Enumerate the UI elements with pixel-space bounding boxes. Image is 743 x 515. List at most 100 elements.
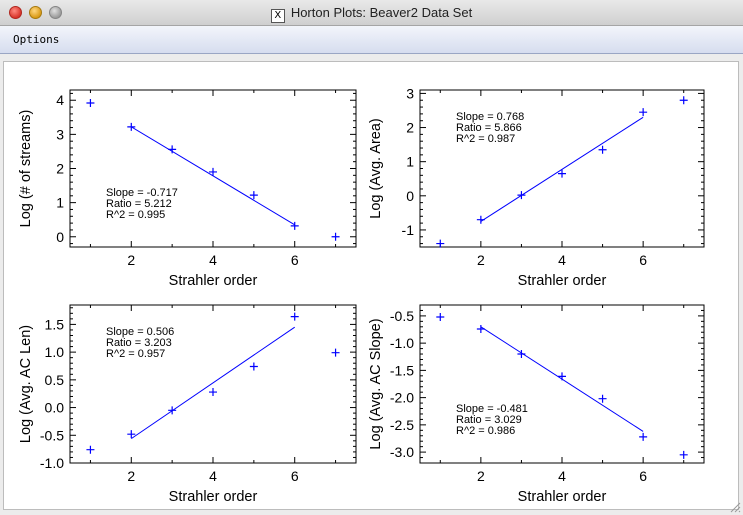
chart4-xlabel: Strahler order <box>518 489 607 505</box>
chart1-stat-line: Ratio = 5.212 <box>106 198 172 210</box>
chart1-ytick-label: 2 <box>56 161 64 177</box>
horton-plots: 2 4 6 0 1 2 3 4 Strahler order Log (# of streams)… <box>18 85 705 505</box>
chart4-panel: 2 4 6 -3.0 -2.5 -2.0 -1.5 -1.0 -0.5 Strahler orde… <box>368 304 705 505</box>
chart4-frame <box>419 304 705 464</box>
chart4-ytick-label: -0.5 <box>390 308 414 324</box>
chart2-point <box>679 96 688 105</box>
chart2-ytick-label: 1 <box>406 154 414 170</box>
chart4-ytick-label: -3.0 <box>390 444 414 460</box>
chart4-point <box>436 312 445 321</box>
chart1-point <box>168 145 177 154</box>
chart2-stat-line: Slope = 0.768 <box>456 111 524 123</box>
chart4-point <box>558 372 566 381</box>
chart2-xlabel: Strahler order <box>518 273 607 289</box>
chart3-ylabel: Log (Avg. AC Len) <box>18 325 34 443</box>
minimize-button[interactable] <box>29 6 42 19</box>
chart2-point <box>598 145 607 154</box>
chart2-ylabel: Log (Avg. Area) <box>368 118 384 219</box>
chart1-xlabel: Strahler order <box>169 273 258 289</box>
title-bar: X Horton Plots: Beaver2 Data Set <box>0 0 743 26</box>
chart2-stat-line: Ratio = 5.866 <box>456 122 522 134</box>
chart3-stat-line: Ratio = 3.203 <box>106 337 172 349</box>
chart3-point <box>249 362 258 371</box>
chart3-point <box>127 430 136 439</box>
chart1-point <box>86 98 95 107</box>
chart2-point <box>476 215 485 224</box>
chart1-xtick-label: 2 <box>127 252 135 268</box>
chart2-ytick-label: 3 <box>406 85 414 101</box>
chart2-xtick-label: 4 <box>558 252 566 268</box>
chart4-xtick-label: 6 <box>639 468 647 484</box>
chart1-panel: 2 4 6 0 1 2 3 4 Strahler order Log (# of streams)… <box>18 89 357 289</box>
chart3-xtick-label: 4 <box>209 468 217 484</box>
chart3-point <box>86 445 95 454</box>
chart3-stat-line: Slope = 0.506 <box>106 326 174 338</box>
chart2-xtick-label: 6 <box>639 252 647 268</box>
chart3-point <box>209 388 217 397</box>
chart2-point <box>436 239 445 248</box>
chart1-xtick-label: 6 <box>291 252 299 268</box>
chart1-point <box>331 232 340 241</box>
chart3-xtick-label: 6 <box>291 468 299 484</box>
chart1-ytick-label: 3 <box>56 126 64 142</box>
chart3-stat-line: R^2 = 0.957 <box>106 348 165 360</box>
chart4-ytick-label: -2.0 <box>390 390 414 406</box>
chart4-ylabel: Log (Avg. AC Slope) <box>368 318 384 449</box>
chart3-ytick-label: 1.5 <box>45 316 65 332</box>
chart1-point <box>209 167 217 176</box>
chart1-stat-line: Slope = -0.717 <box>106 187 178 199</box>
chart2-ytick-label: 2 <box>406 120 414 136</box>
chart1-stat-line: R^2 = 0.995 <box>106 209 165 221</box>
close-button[interactable] <box>9 6 22 19</box>
chart4-stat-line: R^2 = 0.986 <box>456 425 515 437</box>
chart3-ytick-label: 0.0 <box>45 400 65 416</box>
chart2-panel: 2 4 6 -1 0 1 2 3 Strahler order Log (Avg. Area) Sl… <box>368 85 705 289</box>
chart1-ytick-label: 1 <box>56 195 64 211</box>
chart3-ytick-label: 0.5 <box>45 372 65 388</box>
chart3-ytick-label: -1.0 <box>40 455 64 471</box>
chart3-ytick-label: 1.0 <box>45 344 65 360</box>
chart4-point <box>517 350 526 359</box>
chart1-ytick-label: 4 <box>56 92 64 108</box>
chart1-ytick-label: 0 <box>56 229 64 245</box>
chart2-point <box>517 191 526 200</box>
chart3-point <box>331 348 340 357</box>
window-title-wrap: X Horton Plots: Beaver2 Data Set <box>0 5 743 23</box>
chart3-xlabel: Strahler order <box>169 489 258 505</box>
zoom-button[interactable] <box>49 6 62 19</box>
chart3-point <box>168 406 177 415</box>
chart2-point <box>639 108 648 117</box>
chart2-xtick-label: 2 <box>477 252 485 268</box>
chart1-point <box>127 122 136 131</box>
chart1-point <box>290 221 299 230</box>
chart4-point <box>598 394 607 403</box>
x11-app-icon: X <box>270 9 285 23</box>
chart2-fit-line <box>480 116 644 222</box>
chart1-xtick-label: 4 <box>209 252 217 268</box>
chart3-xtick-label: 2 <box>127 468 135 484</box>
chart4-stat-line: Ratio = 3.029 <box>456 414 522 426</box>
chart1-ylabel: Log (# of streams) <box>18 110 34 228</box>
chart4-point <box>679 450 688 459</box>
chart3-panel: 2 4 6 -1.0 -0.5 0.0 0.5 1.0 1.5 Strahler order Log… <box>18 304 357 505</box>
chart4-xtick-label: 4 <box>558 468 566 484</box>
chart4-point <box>476 324 485 333</box>
chart4-stat-line: Slope = -0.481 <box>456 403 528 415</box>
chart4-ytick-label: -1.5 <box>390 362 414 378</box>
chart2-ytick-label: 0 <box>406 188 414 204</box>
menu-bar: Options <box>0 26 743 54</box>
chart4-ytick-label: -2.5 <box>390 417 414 433</box>
chart4-xtick-label: 2 <box>477 468 485 484</box>
window-title: Horton Plots: Beaver2 Data Set <box>290 5 473 20</box>
chart2-ytick-label: -1 <box>402 222 415 238</box>
chart3-ytick-label: -0.5 <box>40 427 64 443</box>
chart2-point <box>558 169 566 178</box>
chart3-fit-line <box>131 326 295 440</box>
chart2-stat-line: R^2 = 0.987 <box>456 133 515 145</box>
resize-grip-icon[interactable] <box>729 501 741 513</box>
chart4-ytick-label: -1.0 <box>390 335 414 351</box>
chart3-point <box>290 312 299 321</box>
chart1-point <box>249 191 258 200</box>
plot-canvas: 2 4 6 0 1 2 3 4 Strahler order Log (# of streams)… <box>3 61 739 510</box>
options-menu[interactable]: Options <box>13 33 60 46</box>
